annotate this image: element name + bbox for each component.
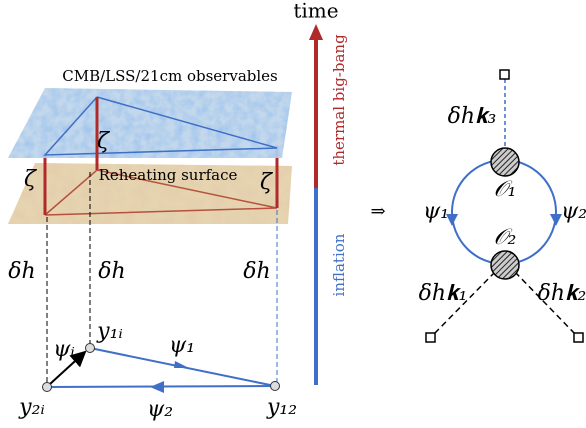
lower-plane [8,163,292,224]
vertex-label: y₂ᵢ [18,395,45,420]
propagator [49,350,87,385]
vertex [270,381,280,391]
delta-h-label: δh [8,259,35,284]
delta-h-label: δh [243,259,270,284]
time-arrow [309,24,323,40]
operator [490,250,520,280]
arrow [174,361,189,368]
psi-label: ψᵢ [53,337,75,362]
vertex-label: y₁ᵢ [96,319,123,344]
zeta-label: ζ [260,170,274,195]
implies: ⇒ [370,201,385,222]
operator-label: 𝒪₁ [494,177,517,202]
psi-label: ψ₂ [561,199,586,224]
axis-title: time [293,0,338,23]
arrow [150,381,164,393]
reheating-label: Reheating surface [99,166,238,184]
external-label: δh𝐤₁ [419,281,468,306]
external-point [573,332,584,343]
external-point [425,332,436,343]
vertex [85,343,95,353]
external-point [499,69,510,80]
observables-label: CMB/LSS/21cm observables [62,67,277,85]
axis-lower: inflation [330,233,348,296]
psi-label: ψ₁ [169,333,195,358]
upper-plane [8,88,292,158]
psi-label: ψ₁ [423,199,449,224]
arrow [446,214,458,226]
vertex-label: y₁₂ [266,395,297,420]
operator-label: 𝒪₂ [494,225,517,250]
zeta-label: ζ [24,167,38,192]
external-line [431,271,496,337]
zeta-label: ζ [97,129,111,154]
external-line [514,271,578,337]
external-label: δh𝐤₃ [448,104,497,129]
axis-upper: thermal big-bang [330,34,348,166]
operator [490,147,520,177]
external-label: δh𝐤₂ [538,281,586,306]
vertex [42,382,52,392]
delta-h-label: δh [98,259,125,284]
psi-label: ψ₂ [147,397,173,422]
arrow [550,214,562,226]
